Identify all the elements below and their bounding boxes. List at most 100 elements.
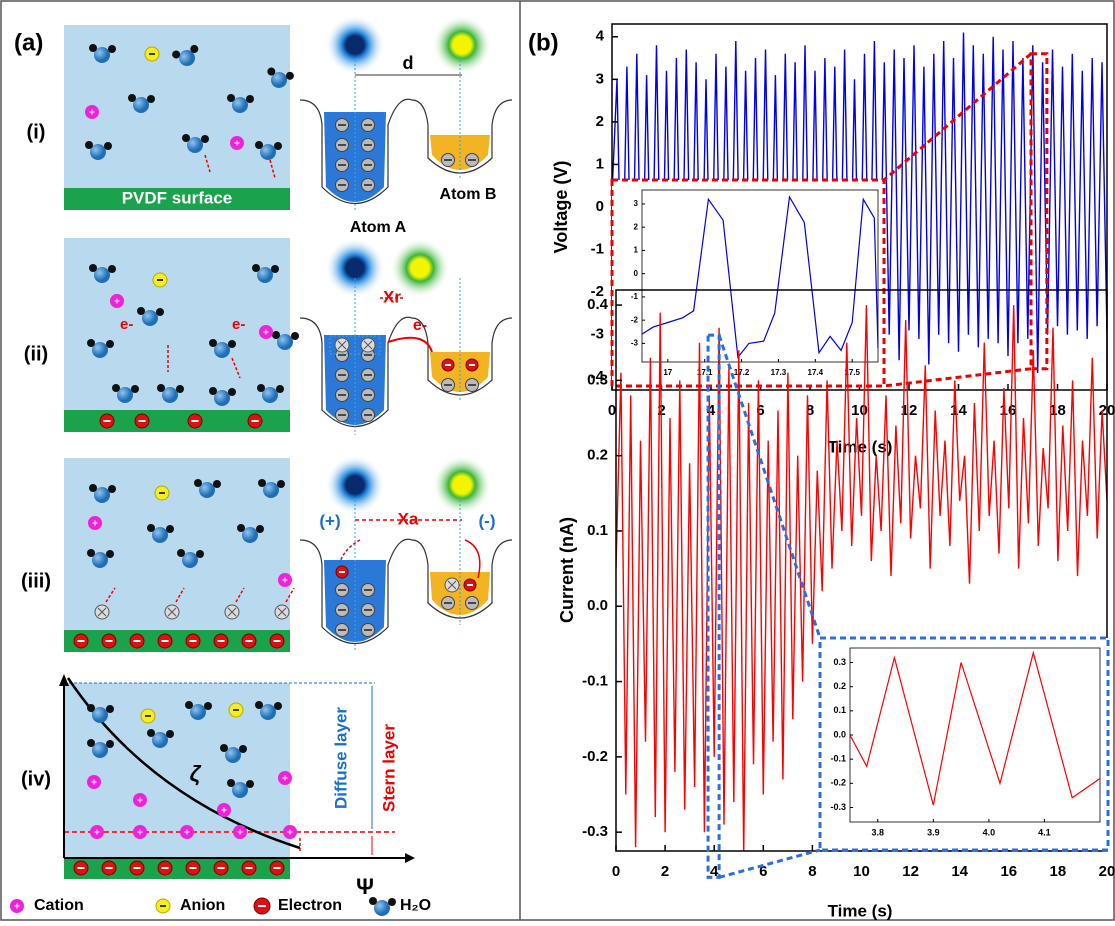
y-tick-label: 2 — [596, 113, 604, 130]
inset-y-tick-label: 0.2 — [833, 681, 846, 691]
legend-label: Anion — [180, 897, 225, 914]
hydrogen — [237, 524, 245, 532]
inset-x-tick-label: 17.2 — [734, 368, 750, 377]
x-tick-label: 0 — [608, 402, 616, 419]
surface-label: PVDF surface — [122, 188, 233, 207]
inset-y-tick-label: -3 — [631, 339, 639, 348]
xa-label: Xa — [398, 509, 419, 528]
hydrogen — [228, 388, 236, 396]
x-tick-label: 18 — [1049, 402, 1066, 419]
inset-y-tick-label: -1 — [631, 292, 639, 301]
arrow — [340, 540, 360, 562]
hydrogen — [252, 264, 260, 272]
inset-y-tick-label: 0.0 — [833, 729, 846, 739]
x-tick-label: 10 — [851, 402, 868, 419]
hydrogen — [201, 135, 209, 143]
hydrogen — [274, 142, 282, 150]
hydrogen — [147, 524, 155, 532]
zoom-connector — [884, 54, 1031, 180]
hydrogen — [227, 94, 235, 102]
zeta-label: ζ — [190, 761, 202, 786]
y-tick-label: -0.1 — [582, 673, 608, 690]
hydrogen — [108, 485, 116, 493]
hydrogen — [89, 484, 97, 492]
hydrogen — [196, 550, 204, 558]
hydrogen — [147, 729, 155, 737]
hydrogen — [87, 339, 95, 347]
hydrogen — [131, 385, 139, 393]
hydrogen — [209, 387, 217, 395]
hydrogen — [257, 384, 265, 392]
hydrogen — [176, 385, 184, 393]
inset-x-tick-label: 4.1 — [1038, 827, 1051, 837]
hydrogen — [274, 702, 282, 710]
y-tick-label: 4 — [596, 28, 605, 45]
row-label: (i) — [27, 121, 46, 143]
hydrogen — [106, 340, 114, 348]
y-tick-label: -1 — [591, 241, 604, 258]
hydrogen — [185, 701, 193, 709]
inset-x-tick-label: 17.3 — [771, 368, 787, 377]
y-axis-title: Voltage (V) — [551, 161, 571, 254]
x-tick-label: 18 — [1050, 863, 1067, 880]
row-label: (ii) — [24, 343, 48, 365]
y-tick-label: -3 — [591, 326, 604, 343]
hydrogen — [157, 384, 165, 392]
zoom-connector — [884, 369, 1031, 386]
inset-y-tick-label: -0.1 — [830, 754, 846, 764]
figure: (a) (b) PVDF surface (i) (ii) (iii) (iv)… — [0, 0, 1115, 921]
inset-y-tick-label: 0.3 — [833, 657, 846, 667]
y-tick-label: 0.3 — [587, 371, 608, 388]
y-tick-label: 0.0 — [587, 597, 608, 614]
distance-label: d — [403, 53, 414, 73]
hydrogen — [291, 332, 299, 340]
hydrogen — [369, 897, 377, 905]
panel-label: (a) — [14, 29, 43, 56]
hydrogen — [209, 339, 217, 347]
charge-label: (-) — [479, 511, 496, 530]
row-label: (iii) — [21, 570, 51, 592]
e-label: e- — [232, 316, 245, 333]
inset-y-tick-label: -2 — [631, 315, 639, 324]
hydrogen — [108, 265, 116, 273]
hydrogen — [108, 45, 116, 53]
inset-x-tick-label: 3.9 — [927, 827, 940, 837]
hydrogen — [112, 384, 120, 392]
y-tick-label: 0 — [596, 198, 604, 215]
inset-x-tick-label: 4.0 — [983, 827, 996, 837]
inset-box — [612, 180, 884, 386]
hydrogen — [87, 739, 95, 747]
e-label: e- — [413, 317, 427, 334]
inset-x-tick-label: 3.8 — [872, 827, 885, 837]
hydrogen — [255, 141, 263, 149]
x-tick-label: 14 — [951, 863, 968, 880]
hydrogen — [106, 550, 114, 558]
xr-label: Xr — [383, 287, 401, 306]
x-tick-label: 12 — [902, 863, 919, 880]
hydrogen — [239, 745, 247, 753]
x-tick-label: 10 — [853, 863, 870, 880]
panel-label: (b) — [528, 29, 559, 56]
x-tick-label: 0 — [612, 863, 620, 880]
x-tick-label: 14 — [950, 402, 967, 419]
x-tick-label: 8 — [808, 863, 816, 880]
zoom-connector — [719, 850, 820, 877]
y-tick-label: -0.2 — [582, 748, 608, 765]
hydrogen — [256, 525, 264, 533]
hydrogen — [258, 479, 266, 487]
atom-label: Atom A — [350, 219, 407, 236]
layer-label: Diffuse layer — [331, 707, 350, 809]
hydrogen — [177, 549, 185, 557]
inset-y-tick-label: 3 — [634, 199, 639, 208]
hydrogen — [271, 265, 279, 273]
hydrogen — [104, 142, 112, 150]
atom-glow — [325, 238, 385, 298]
x-tick-label: 16 — [1000, 402, 1017, 419]
hydrogen — [106, 705, 114, 713]
hydrogen — [166, 525, 174, 533]
inset-y-tick-label: -0.2 — [830, 778, 846, 788]
hydrogen — [246, 95, 254, 103]
y-tick-label: -0.3 — [582, 823, 608, 840]
inset-y-tick-label: 1 — [634, 246, 639, 255]
arrow — [388, 338, 432, 352]
